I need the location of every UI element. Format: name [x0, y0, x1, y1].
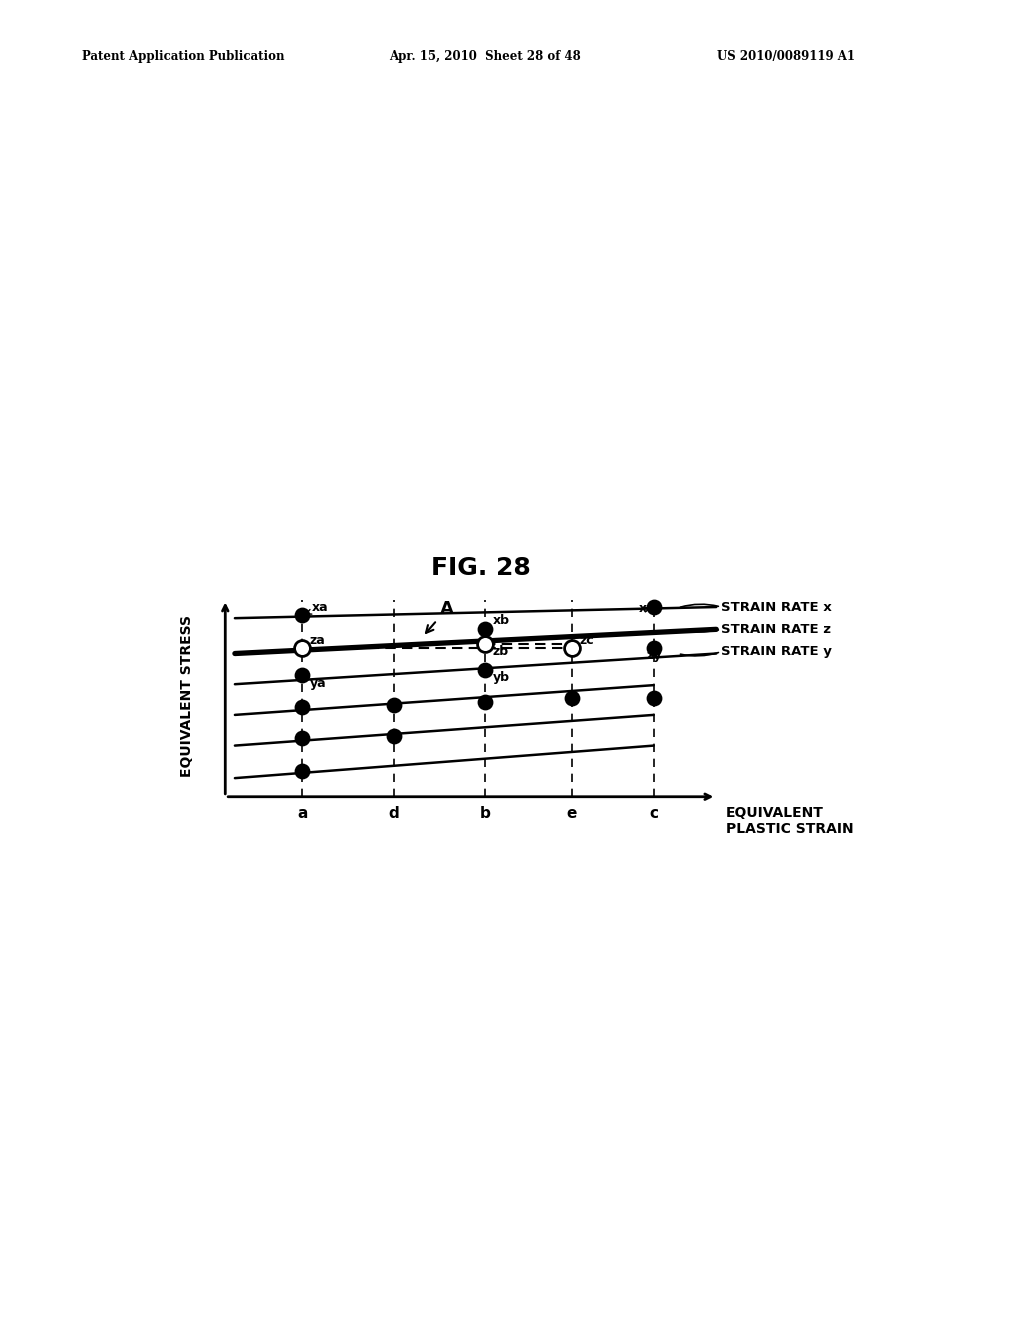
- Point: [294, 696, 310, 717]
- Text: Patent Application Publication: Patent Application Publication: [82, 50, 285, 63]
- Text: ya: ya: [303, 676, 327, 690]
- Text: d: d: [388, 807, 399, 821]
- Point: [645, 688, 662, 709]
- Text: za: za: [303, 634, 326, 647]
- Point: [294, 638, 310, 659]
- Text: yb: yb: [486, 671, 509, 684]
- Point: [294, 664, 310, 685]
- Text: a: a: [297, 807, 307, 821]
- Point: [477, 660, 494, 681]
- Point: [645, 638, 662, 659]
- Point: [563, 688, 580, 709]
- Point: [294, 605, 310, 626]
- Text: Apr. 15, 2010  Sheet 28 of 48: Apr. 15, 2010 Sheet 28 of 48: [389, 50, 581, 63]
- Point: [294, 727, 310, 748]
- Text: xc: xc: [639, 602, 654, 615]
- Text: STRAIN RATE y: STRAIN RATE y: [721, 645, 831, 659]
- Text: e: e: [566, 807, 578, 821]
- Text: zy: zy: [646, 649, 662, 661]
- Text: zb: zb: [486, 645, 509, 659]
- Text: A: A: [426, 599, 454, 632]
- Text: FIG. 28: FIG. 28: [431, 556, 531, 579]
- Point: [294, 760, 310, 781]
- Point: [477, 619, 494, 640]
- Text: EQUIVALENT STRESS: EQUIVALENT STRESS: [180, 615, 194, 777]
- Point: [386, 726, 402, 747]
- Text: c: c: [649, 807, 658, 821]
- Text: US 2010/0089119 A1: US 2010/0089119 A1: [717, 50, 855, 63]
- Text: STRAIN RATE z: STRAIN RATE z: [721, 623, 831, 636]
- Text: xa: xa: [306, 602, 329, 614]
- Point: [477, 692, 494, 713]
- Point: [386, 694, 402, 715]
- Point: [477, 634, 494, 655]
- Text: STRAIN RATE x: STRAIN RATE x: [721, 601, 831, 614]
- Point: [563, 638, 580, 659]
- Text: xb: xb: [486, 614, 509, 628]
- Text: b: b: [480, 807, 490, 821]
- Point: [645, 597, 662, 618]
- Text: zc: zc: [573, 634, 594, 647]
- Text: EQUIVALENT
PLASTIC STRAIN: EQUIVALENT PLASTIC STRAIN: [726, 807, 854, 837]
